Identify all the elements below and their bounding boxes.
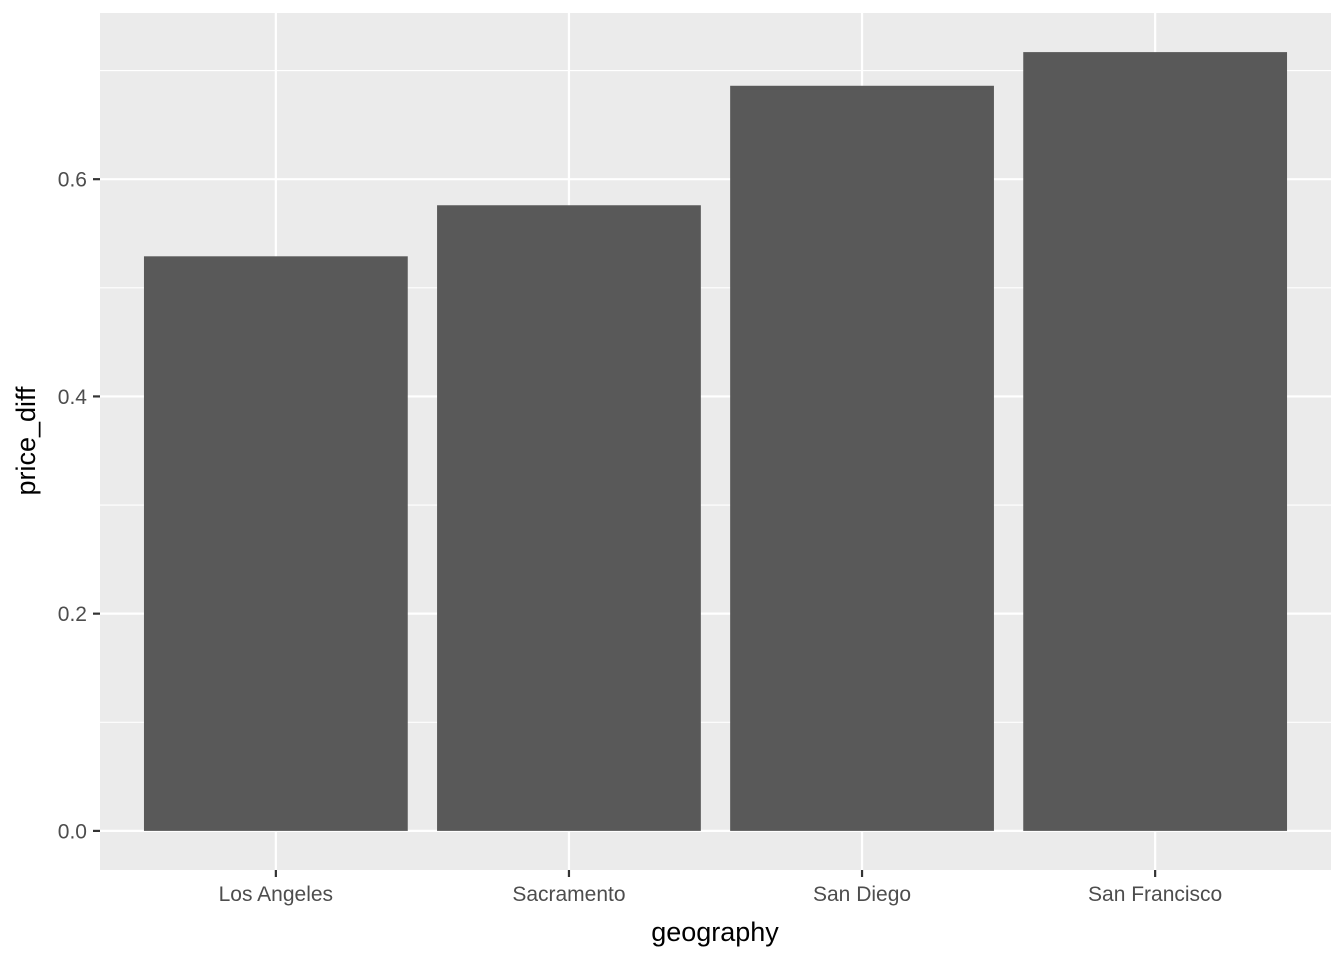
- x-tick-label: San Diego: [813, 883, 911, 906]
- x-axis-title: geography: [651, 917, 779, 947]
- y-tick-label: 0.0: [58, 820, 87, 843]
- bars: [143, 52, 1288, 831]
- bar-los-angeles: [143, 256, 408, 831]
- bar-sacramento: [437, 205, 701, 831]
- bar-san-francisco: [1023, 52, 1288, 831]
- y-tick-label: 0.4: [58, 386, 88, 409]
- x-tick-label: Sacramento: [512, 883, 625, 906]
- y-tick-label: 0.6: [58, 169, 87, 192]
- y-axis: 0.0 0.2 0.4 0.6: [58, 169, 100, 843]
- x-tick-label: San Francisco: [1088, 883, 1222, 906]
- bar-san-diego: [730, 85, 994, 831]
- x-axis: Los Angeles Sacramento San Diego San Franci…: [219, 870, 1222, 906]
- x-tick-label: Los Angeles: [219, 883, 333, 906]
- y-axis-title: price_diff: [11, 386, 41, 496]
- y-tick-label: 0.2: [58, 603, 87, 626]
